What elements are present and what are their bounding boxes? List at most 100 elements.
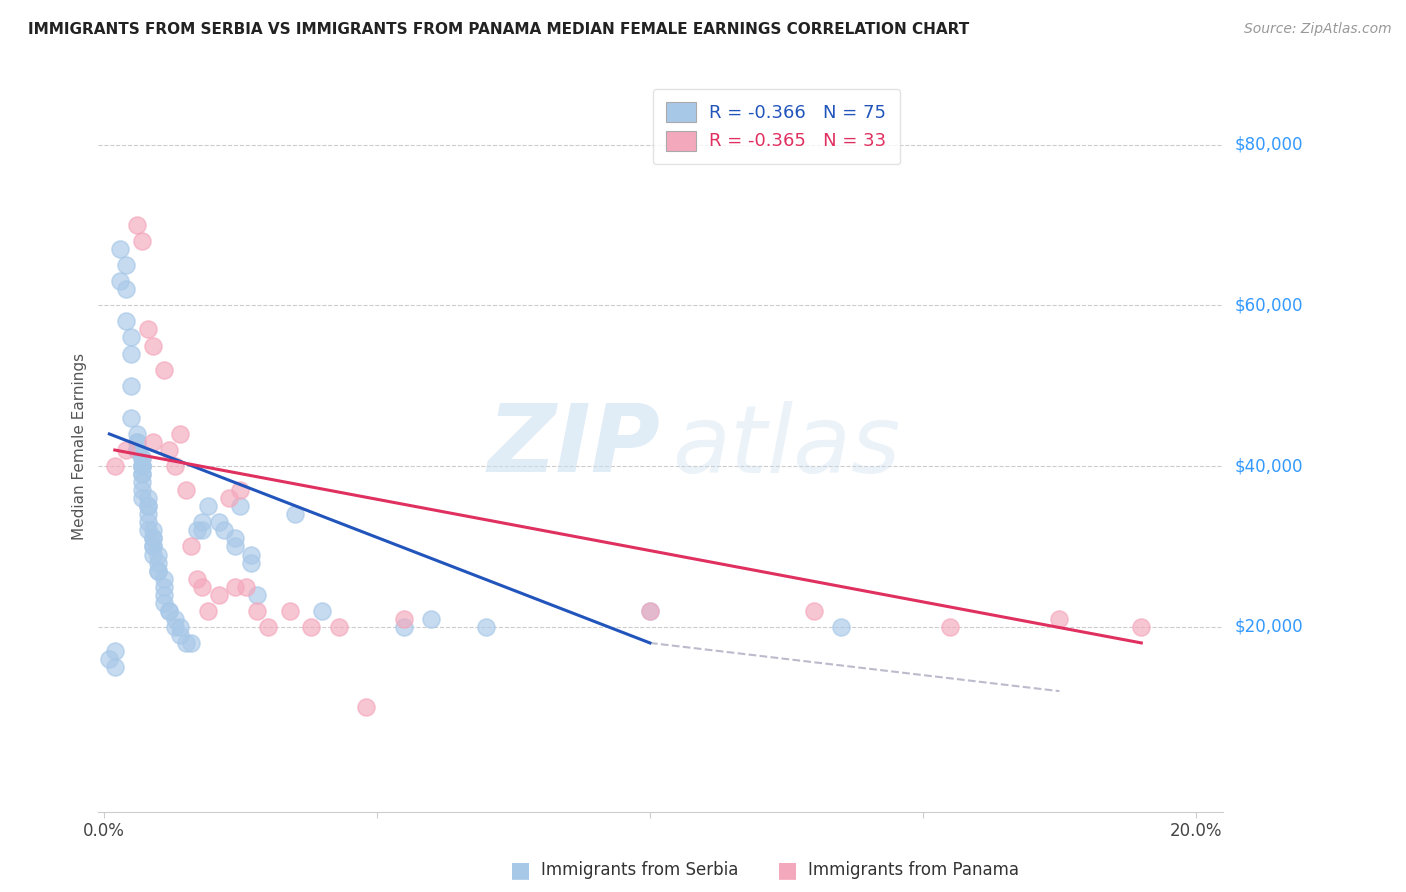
Point [120, 346, 142, 360]
Point [246, 588, 269, 602]
Point [148, 564, 170, 578]
Point [125, 443, 148, 458]
Point [256, 620, 278, 634]
Point [120, 378, 142, 392]
Point [125, 218, 148, 232]
Point [104, 459, 127, 474]
Point [240, 556, 263, 570]
Point [246, 604, 269, 618]
Point [420, 612, 443, 626]
Point [197, 500, 219, 514]
Point [114, 258, 136, 272]
Point [354, 700, 377, 714]
Point [191, 516, 214, 530]
Point [142, 524, 165, 538]
Point [169, 426, 191, 441]
Point [125, 426, 148, 441]
Point [148, 548, 170, 562]
Point [803, 604, 825, 618]
Text: Immigrants from Serbia: Immigrants from Serbia [541, 861, 738, 879]
Text: ZIP: ZIP [488, 400, 661, 492]
Point [131, 475, 153, 490]
Point [186, 572, 208, 586]
Point [224, 540, 246, 554]
Point [120, 330, 142, 344]
Point [830, 620, 852, 634]
Point [142, 532, 165, 546]
Point [240, 548, 263, 562]
Point [136, 491, 159, 506]
Point [131, 451, 153, 466]
Point [131, 234, 153, 248]
Point [392, 612, 415, 626]
Point [229, 500, 252, 514]
Text: IMMIGRANTS FROM SERBIA VS IMMIGRANTS FROM PANAMA MEDIAN FEMALE EARNINGS CORRELAT: IMMIGRANTS FROM SERBIA VS IMMIGRANTS FRO… [28, 22, 969, 37]
Point [110, 242, 132, 256]
Point [98, 652, 121, 666]
Point [224, 580, 246, 594]
Text: $20,000: $20,000 [1234, 618, 1303, 636]
Point [169, 620, 191, 634]
Point [142, 540, 165, 554]
Point [131, 467, 153, 482]
Point [169, 628, 191, 642]
Point [174, 483, 197, 498]
Point [114, 314, 136, 328]
Point [180, 540, 202, 554]
Point [638, 604, 661, 618]
Legend: R = -0.366   N = 75, R = -0.365   N = 33: R = -0.366 N = 75, R = -0.365 N = 33 [652, 88, 900, 164]
Point [311, 604, 333, 618]
Point [125, 434, 148, 449]
Point [218, 491, 240, 506]
Text: ■: ■ [510, 860, 530, 880]
Text: $80,000: $80,000 [1234, 136, 1303, 153]
Text: atlas: atlas [672, 401, 900, 491]
Point [136, 322, 159, 336]
Text: $40,000: $40,000 [1234, 457, 1303, 475]
Point [142, 548, 165, 562]
Point [136, 500, 159, 514]
Point [212, 524, 235, 538]
Point [142, 540, 165, 554]
Text: Source: ZipAtlas.com: Source: ZipAtlas.com [1244, 22, 1392, 37]
Point [157, 443, 180, 458]
Text: ■: ■ [778, 860, 797, 880]
Text: $60,000: $60,000 [1234, 296, 1303, 314]
Point [114, 443, 136, 458]
Point [278, 604, 301, 618]
Point [157, 604, 180, 618]
Point [136, 500, 159, 514]
Point [131, 483, 153, 498]
Point [939, 620, 962, 634]
Point [157, 604, 180, 618]
Point [235, 580, 257, 594]
Point [142, 532, 165, 546]
Point [1047, 612, 1070, 626]
Point [120, 410, 142, 425]
Point [186, 524, 208, 538]
Point [163, 459, 186, 474]
Point [125, 443, 148, 458]
Point [136, 516, 159, 530]
Point [197, 604, 219, 618]
Point [125, 434, 148, 449]
Point [153, 572, 176, 586]
Point [153, 580, 176, 594]
Point [153, 588, 176, 602]
Point [229, 483, 252, 498]
Point [1130, 620, 1153, 634]
Point [125, 443, 148, 458]
Point [110, 274, 132, 288]
Point [131, 459, 153, 474]
Point [638, 604, 661, 618]
Point [104, 660, 127, 674]
Point [131, 451, 153, 466]
Point [148, 556, 170, 570]
Point [153, 596, 176, 610]
Point [136, 524, 159, 538]
Point [174, 636, 197, 650]
Point [328, 620, 350, 634]
Point [148, 564, 170, 578]
Point [207, 516, 229, 530]
Point [299, 620, 322, 634]
